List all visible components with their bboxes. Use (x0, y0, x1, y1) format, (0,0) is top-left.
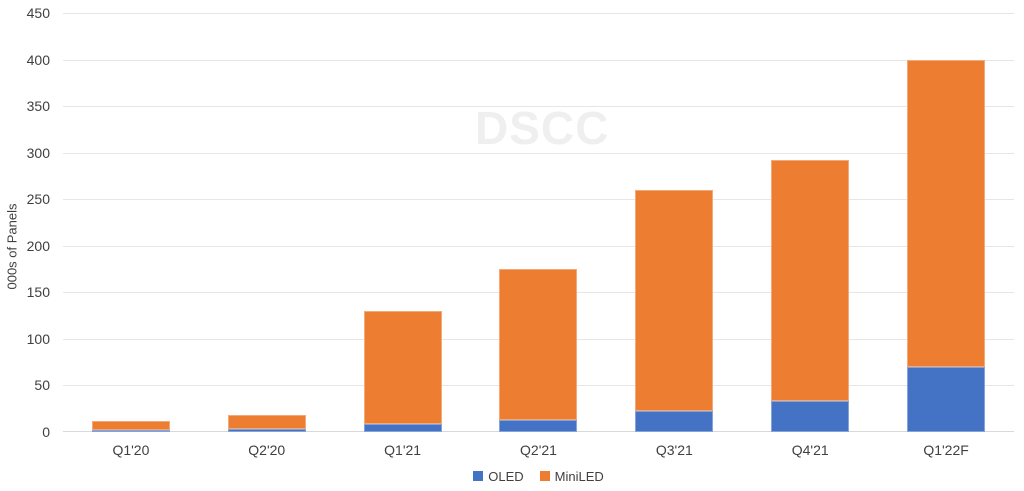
bar-segment-oled-Q2'20 (227, 429, 306, 432)
x-tick-label-Q2'20: Q2'20 (248, 442, 286, 458)
y-axis-tick-labels: 0 50 100 150 200 250 300 350 400 450 (0, 0, 50, 491)
bar-segment-miniled-Q3'21 (635, 189, 714, 411)
y-tick-label-150: 150 (26, 284, 50, 301)
x-tick-label-Q1'20: Q1'20 (112, 442, 150, 458)
x-tick-label-Q3'21: Q3'21 (655, 442, 693, 458)
bar-segment-miniled-Q2'21 (499, 269, 578, 420)
bar-segment-oled-Q1'22F (907, 366, 986, 432)
y-tick-label-350: 350 (26, 98, 50, 115)
bar-slot-Q3'21 (606, 13, 742, 432)
y-tick-label-450: 450 (26, 5, 50, 21)
bar-Q2'20 (227, 13, 306, 432)
x-tick-label-Q2'21: Q2'21 (520, 442, 557, 458)
bar-Q1'22F (907, 13, 986, 432)
y-tick-label-250: 250 (26, 191, 50, 208)
gridline-200 (63, 245, 1014, 247)
x-axis-labels: Q1'20 Q2'20 Q1'21 Q2'21 Q3'21 Q4'21 Q1'22F (63, 441, 1014, 459)
legend-item-miniled: MiniLED (539, 468, 604, 484)
bar-segment-oled-Q1'20 (91, 430, 170, 432)
x-tick-label-Q1'21: Q1'21 (384, 442, 422, 458)
y-tick-label-200: 200 (26, 237, 50, 254)
bar-segment-oled-Q2'21 (499, 419, 578, 432)
gridline-350 (63, 106, 1014, 108)
y-tick-label-50: 50 (34, 377, 50, 394)
bar-segment-miniled-Q1'20 (91, 420, 170, 431)
bar-segment-miniled-Q4'21 (771, 160, 850, 402)
bar-slot-Q2'20 (199, 13, 335, 432)
bar-slot-Q1'22F (878, 13, 1014, 432)
bar-Q4'21 (771, 13, 850, 432)
plot-area: DSCC (63, 13, 1014, 432)
legend-label-miniled: MiniLED (554, 468, 604, 484)
x-tick-label-Q4'21: Q4'21 (791, 442, 829, 458)
bar-slot-Q1'21 (335, 13, 471, 432)
y-tick-label-100: 100 (26, 330, 50, 347)
y-tick-label-400: 400 (26, 51, 50, 68)
bar-segment-oled-Q4'21 (771, 401, 850, 432)
gridline-400 (63, 59, 1014, 61)
gridline-300 (63, 152, 1014, 154)
bar-Q2'21 (499, 13, 578, 432)
bar-slot-Q1'20 (63, 13, 199, 432)
bar-slot-Q4'21 (742, 13, 878, 432)
bar-segment-miniled-Q2'20 (227, 415, 306, 430)
y-tick-label-300: 300 (26, 144, 50, 161)
bar-Q3'21 (635, 13, 714, 432)
x-tick-label-Q1'22F: Q1'22F (923, 442, 969, 458)
bar-segment-oled-Q1'21 (363, 423, 442, 432)
bar-Q1'21 (363, 13, 442, 432)
watermark: DSCC (475, 102, 610, 154)
bar-slot-Q2'21 (471, 13, 607, 432)
legend-swatch-oled (473, 471, 484, 481)
legend-item-oled: OLED (473, 468, 524, 484)
gridline-450 (63, 13, 1014, 14)
bar-segment-miniled-Q1'21 (363, 310, 442, 424)
bar-segment-oled-Q3'21 (635, 410, 714, 432)
bar-Q1'20 (91, 13, 170, 432)
legend-swatch-miniled (539, 471, 550, 481)
legend-label-oled: OLED (488, 468, 524, 484)
y-tick-label-0: 0 (42, 424, 50, 440)
gridline-250 (63, 199, 1014, 201)
bar-segment-miniled-Q1'22F (907, 59, 986, 367)
legend: OLED MiniLED (63, 466, 1014, 486)
